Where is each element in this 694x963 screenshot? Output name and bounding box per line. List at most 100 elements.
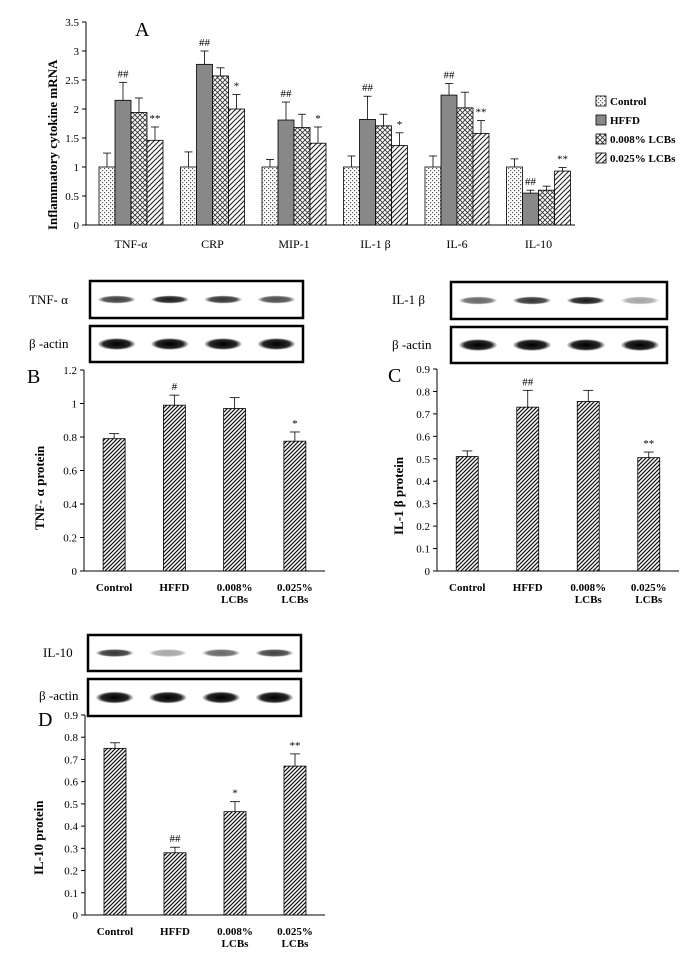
panel-b-y-tick-label: 0.8 — [63, 432, 77, 444]
panel-c-western-blots — [449, 280, 669, 365]
panel-a-significance-mark: ** — [150, 113, 161, 125]
panel-c-blot-label-target: IL-1 β — [392, 292, 425, 307]
panel-a-bar — [130, 112, 148, 226]
panel-a-significance-mark: ** — [557, 154, 568, 166]
panel-b-actin-band — [203, 338, 243, 350]
panel-c-category-label: LCBs — [635, 594, 663, 606]
panel-b-bar — [162, 404, 186, 572]
panel-a-bar — [375, 125, 392, 226]
panel-a-bar — [261, 166, 279, 226]
panel-b-y-tick-label: 1 — [72, 399, 78, 411]
panel-a-bar — [212, 75, 229, 226]
panel-d-y-tick-label: 0.8 — [64, 732, 78, 744]
panel-b-y-tick-label: 0.4 — [63, 499, 77, 511]
panel-d-bar — [103, 747, 127, 916]
panel-a-significance-mark: ** — [476, 107, 487, 119]
panel-d-y-tick-label: 0.6 — [64, 777, 78, 789]
panel-d-blot-label-target: IL-10 — [43, 645, 73, 660]
panel-a-significance-mark: ## — [118, 68, 130, 80]
panel-a-significance-mark: ## — [525, 176, 537, 188]
panel-c-y-axis-label: IL-1 β protein — [391, 456, 406, 535]
panel-a-bar — [228, 108, 245, 226]
panel-a-legend-label: 0.008% LCBs — [610, 134, 676, 146]
panel-d-category-label: 0.025% — [277, 926, 313, 938]
panel-a-category-label: IL-10 — [525, 237, 552, 251]
panel-d-y-tick-label: 0 — [73, 910, 79, 922]
panel-a-y-tick-label: 0.5 — [65, 191, 79, 203]
panel-b-significance-mark: * — [292, 418, 298, 430]
panel-c-significance-mark: ## — [522, 376, 534, 388]
panel-a-y-tick-label: 1.5 — [65, 133, 79, 145]
panel-a-legend-swatch — [595, 95, 607, 107]
panel-c-y-tick-label: 0.7 — [416, 409, 430, 421]
panel-a-legend-label: Control — [610, 96, 646, 108]
panel-c-y-tick-label: 0.9 — [416, 364, 430, 376]
panel-a-y-tick-label: 3.5 — [65, 17, 79, 29]
panel-d-bar — [163, 852, 187, 916]
panel-a-y-tick-label: 0 — [74, 220, 80, 232]
panel-c-significance-mark: ** — [643, 438, 654, 450]
panel-c-category-label: 0.008% — [570, 582, 606, 594]
panel-c-target-band — [620, 296, 660, 305]
panel-b-blot-label-actin: β -actin — [29, 336, 69, 351]
panel-a-y-tick-label: 2.5 — [65, 75, 79, 87]
panel-a-significance-mark: ## — [362, 82, 374, 94]
panel-b-y-tick-label: 0.6 — [63, 466, 77, 478]
panel-d-letter: D — [38, 709, 52, 731]
panel-c-blot-label-actin: β -actin — [392, 337, 432, 352]
panel-b-y-tick-label: 0 — [72, 566, 78, 578]
panel-d-y-tick-label: 0.1 — [64, 888, 78, 900]
panel-b-y-axis-label: TNF- α protein — [32, 445, 47, 530]
panel-a-significance-mark: * — [234, 81, 240, 93]
panel-a-legend: Control HFFD 0.008% LCBs 0.025% LCBs — [595, 95, 676, 165]
panel-b-bar — [223, 408, 247, 572]
panel-b-blot-label-target: TNF- α — [29, 292, 68, 307]
panel-b: TNF- α β -actin B TNF- α protein 0 0.2 0.4… — [27, 279, 325, 606]
panel-d-y-axis-label: IL-10 protein — [31, 800, 46, 875]
panel-d-bar — [223, 811, 247, 916]
panel-a-letter: A — [135, 19, 150, 41]
panel-d-significance-mark: ** — [290, 740, 301, 752]
panel-d-category-label: 0.008% — [217, 926, 253, 938]
panel-a-category-label: TNF-α — [115, 237, 149, 251]
panel-c-y-tick-label: 0.4 — [416, 476, 430, 488]
panel-b-actin-band — [257, 338, 296, 350]
panel-d-chart: 0 0.1 0.2 0.3 0.4 0.5 0.6 0.7 0.8 0.9 Control ## HFF… — [64, 710, 325, 950]
panel-a-bar — [309, 142, 327, 226]
panel-b-bar — [283, 440, 307, 572]
panel-a-y-tick-label: 2 — [74, 104, 80, 116]
panel-c-actin-band — [620, 339, 660, 351]
panel-d-significance-mark: * — [232, 788, 238, 800]
panel-d: IL-10 β -actin D IL-10 protein 0 0.1 0.2 0.… — [31, 633, 325, 950]
panel-a-legend-swatch — [595, 133, 607, 145]
panel-c-actin-band — [458, 339, 498, 351]
panel-d-target-band — [201, 649, 241, 657]
panel-d-y-tick-label: 0.9 — [64, 710, 78, 722]
panel-d-significance-mark: ## — [170, 833, 182, 845]
panel-a-bar — [472, 132, 490, 226]
panel-d-y-tick-label: 0.4 — [64, 821, 78, 833]
panel-c-category-label: HFFD — [513, 582, 543, 594]
panel-a-significance-mark: ## — [444, 69, 456, 81]
panel-d-blot-label-actin: β -actin — [39, 688, 79, 703]
panel-a-y-axis: 0 0.5 1 1.5 2 2.5 3 3.5 — [65, 17, 575, 232]
panel-d-y-tick-label: 0.3 — [64, 843, 78, 855]
panel-c-bar — [576, 401, 600, 572]
panel-d-target-band — [255, 649, 294, 657]
panel-a-significance-mark: ## — [281, 88, 293, 100]
panel-d-actin-band — [148, 691, 188, 704]
panel-b-category-label: Control — [96, 582, 132, 594]
panel-c-chart: 0 0.1 0.2 0.3 0.4 0.5 0.6 0.7 0.8 0.9 Control ## HFF… — [416, 364, 679, 606]
panel-a-significance-mark: * — [315, 113, 321, 125]
panel-d-target-band — [148, 649, 188, 657]
panel-a-bar — [554, 170, 571, 226]
panel-b-target-band — [203, 295, 243, 304]
panel-d-y-tick-label: 0.2 — [64, 866, 78, 878]
panel-a-bar — [114, 99, 132, 226]
panel-a-legend-swatch — [595, 152, 607, 164]
panel-a-y-tick-label: 3 — [74, 46, 80, 58]
panel-c-target-band — [458, 296, 498, 305]
panel-b-category-label: 0.008% — [217, 582, 253, 594]
panel-c-y-tick-label: 0.1 — [416, 544, 430, 556]
